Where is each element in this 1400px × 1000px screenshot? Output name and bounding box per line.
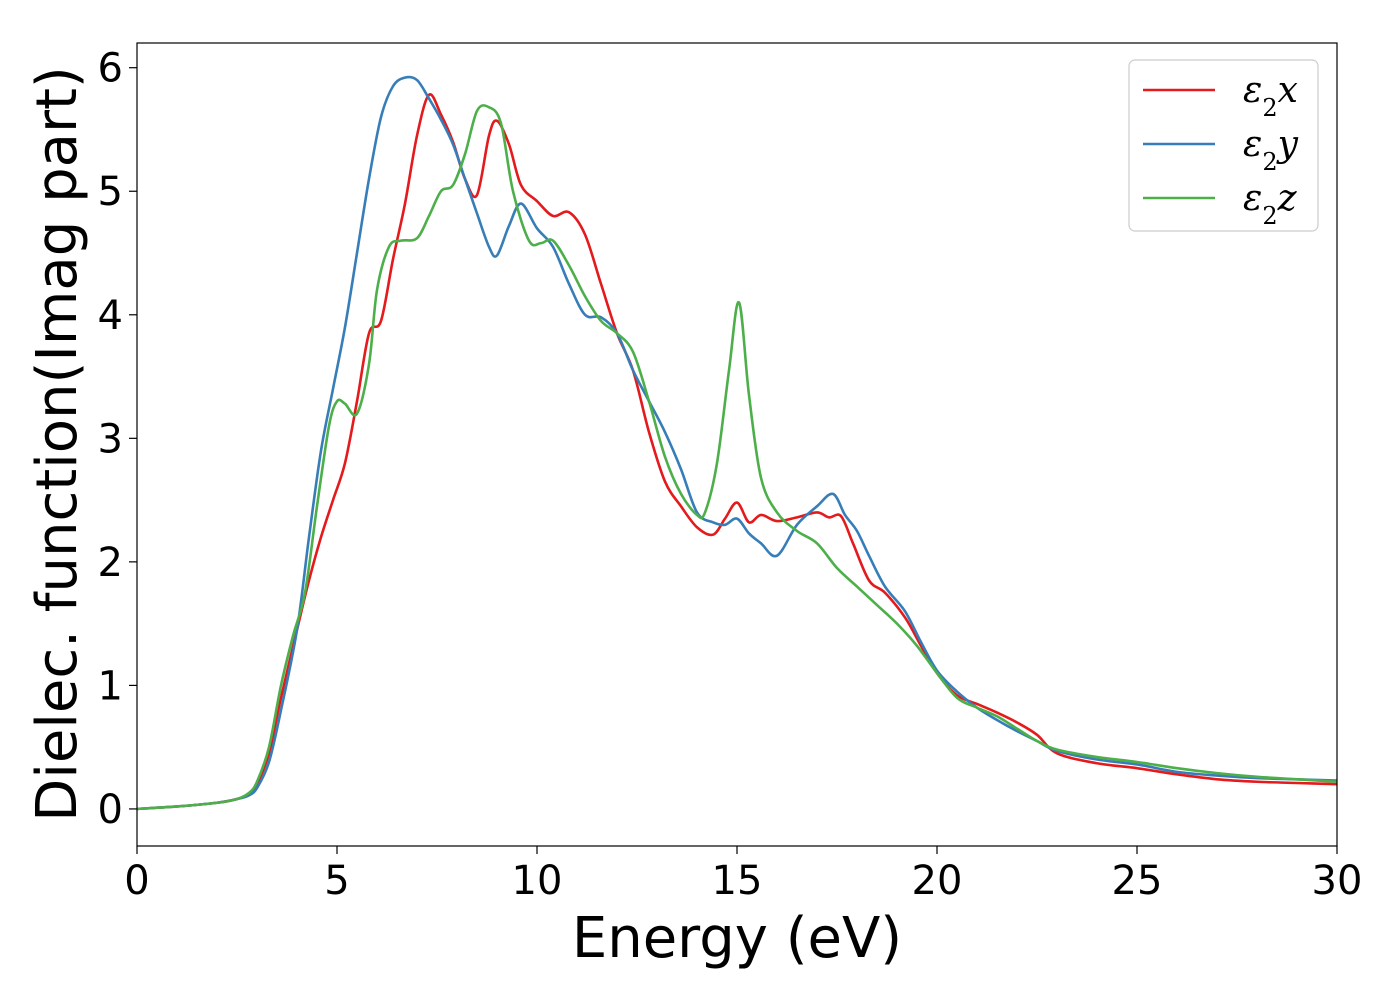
y-tick-label: 3 [98,416,123,462]
legend-label-x: ε2x [1243,70,1298,122]
y-axis-ticks: 0 1 2 3 4 5 6 [98,46,137,833]
x-tick-label: 30 [1312,858,1363,904]
series-line-z [137,104,1337,811]
y-tick-label: 1 [98,663,123,709]
x-tick-label: 25 [1112,858,1163,904]
y-tick-label: 0 [98,787,123,833]
x-tick-label: 5 [324,858,349,904]
x-tick-label: 20 [912,858,963,904]
legend-label-y: ε2y [1243,124,1299,176]
y-tick-label: 2 [98,540,123,586]
legend-label-z: ε2z [1243,178,1298,230]
x-axis-ticks: 0 5 10 15 20 25 30 [124,846,1362,904]
x-axis-title: Energy (eV) [572,906,902,971]
x-tick-label: 10 [512,858,563,904]
x-tick-label: 0 [124,858,149,904]
x-tick-label: 15 [712,858,763,904]
series-layer [137,75,1337,811]
legend-box [1128,59,1319,232]
y-tick-label: 4 [98,293,123,339]
y-axis-title: Dielec. function(Imag part) [25,66,90,822]
y-tick-label: 6 [98,46,123,92]
y-tick-label: 5 [98,169,123,215]
